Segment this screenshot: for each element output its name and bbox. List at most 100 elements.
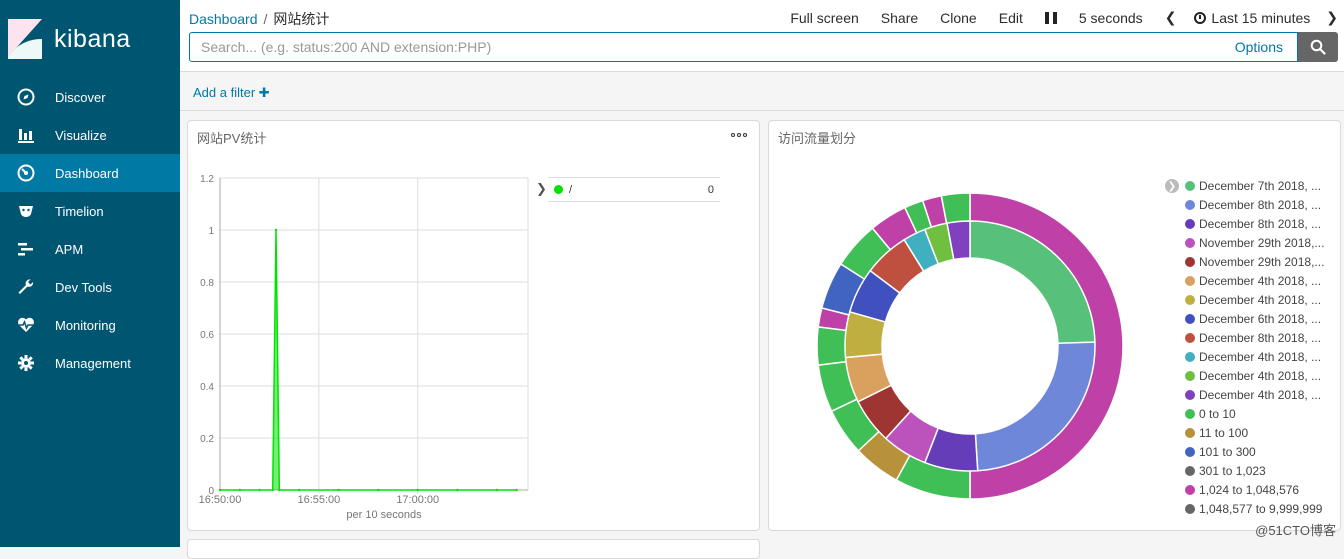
x-tick-label: 17:00:00 — [396, 494, 439, 506]
legend-color-dot — [1185, 371, 1195, 381]
y-tick-label: 0.4 — [200, 382, 214, 393]
series-area — [220, 230, 517, 490]
y-tick-label: 0.6 — [200, 330, 214, 341]
legend-color-dot — [1185, 238, 1195, 248]
data-point — [298, 489, 300, 491]
edit-button[interactable]: Edit — [999, 10, 1023, 26]
panel-traffic: 访问流量划分 ❯ December 7th 2018, ...December … — [768, 120, 1341, 531]
legend-item[interactable]: December 8th 2018, ... — [1185, 328, 1341, 347]
legend-item[interactable]: / 0 — [548, 177, 720, 202]
kibana-logo[interactable]: kibana — [0, 0, 180, 78]
sidebar-item-management[interactable]: Management — [0, 344, 180, 382]
legend-item[interactable]: 11 to 100 — [1185, 423, 1341, 442]
data-point — [239, 489, 241, 491]
chevron-left-icon[interactable]: ❮ — [1165, 9, 1177, 26]
heartbeat-icon — [16, 315, 36, 335]
legend-color-dot — [1185, 295, 1195, 305]
legend-label: 0 to 10 — [1199, 407, 1236, 421]
legend-toggle-icon[interactable]: ❯ — [1165, 179, 1179, 193]
legend-label: December 4th 2018, ... — [1199, 274, 1321, 288]
share-button[interactable]: Share — [881, 10, 918, 26]
legend-color-dot — [1185, 200, 1195, 210]
legend-label: December 4th 2018, ... — [1199, 388, 1321, 402]
timelion-icon — [16, 201, 36, 221]
legend-item[interactable]: 0 to 10 — [1185, 404, 1341, 423]
sidebar-item-timelion[interactable]: Timelion — [0, 192, 180, 230]
options-button[interactable]: Options — [1235, 39, 1283, 55]
data-point — [417, 489, 419, 491]
legend-item[interactable]: December 4th 2018, ... — [1185, 366, 1341, 385]
search-input[interactable] — [190, 39, 1235, 55]
breadcrumb-dashboard-link[interactable]: Dashboard — [189, 11, 258, 27]
data-point — [272, 489, 274, 491]
data-point — [515, 489, 517, 491]
data-point — [456, 489, 458, 491]
y-tick-label: 1.2 — [200, 174, 214, 185]
sidebar-item-label: Management — [55, 356, 131, 371]
legend-item[interactable]: December 8th 2018, ... — [1185, 214, 1341, 233]
legend-item[interactable]: December 8th 2018, ... — [1185, 195, 1341, 214]
legend-item[interactable]: November 29th 2018,... — [1185, 252, 1341, 271]
legend-label: December 8th 2018, ... — [1199, 331, 1321, 345]
plus-icon: ✚ — [259, 85, 270, 100]
watermark: @51CTO博客 — [1255, 520, 1336, 539]
y-tick-label: 0.8 — [200, 278, 214, 289]
sidebar-item-apm[interactable]: APM — [0, 230, 180, 268]
legend-color-dot — [1185, 428, 1195, 438]
search-icon — [1310, 39, 1326, 55]
legend-label: November 29th 2018,... — [1199, 236, 1324, 250]
legend-item[interactable]: December 4th 2018, ... — [1185, 385, 1341, 404]
data-point — [219, 489, 221, 491]
wrench-icon — [16, 277, 36, 297]
legend-item[interactable]: 1,048,577 to 9,999,999 — [1185, 499, 1341, 518]
sidebar-item-label: Dev Tools — [55, 280, 112, 295]
legend-color-dot — [1185, 504, 1195, 514]
data-point — [275, 229, 277, 231]
sidebar-item-visualize[interactable]: Visualize — [0, 116, 180, 154]
chevron-right-icon[interactable]: ❯ — [1326, 9, 1338, 26]
legend-item[interactable]: 301 to 1,023 — [1185, 461, 1341, 480]
legend-item[interactable]: 101 to 300 — [1185, 442, 1341, 461]
apm-icon — [16, 239, 36, 259]
legend-label: December 4th 2018, ... — [1199, 369, 1321, 383]
legend-toggle-icon[interactable]: ❯ — [536, 181, 547, 197]
compass-icon — [16, 87, 36, 107]
legend-item[interactable]: December 4th 2018, ... — [1185, 347, 1341, 366]
sidebar-item-discover[interactable]: Discover — [0, 78, 180, 116]
panel-menu-icon[interactable] — [731, 133, 747, 137]
legend-color-dot — [554, 185, 563, 194]
legend-item[interactable]: December 4th 2018, ... — [1185, 290, 1341, 309]
legend-value: 0 — [708, 184, 714, 196]
legend-color-dot — [1185, 257, 1195, 267]
gear-icon — [16, 353, 36, 373]
y-tick-label: 0.2 — [200, 434, 214, 445]
sidebar-item-label: APM — [55, 242, 83, 257]
legend-color-dot — [1185, 409, 1195, 419]
sidebar-item-label: Monitoring — [55, 318, 116, 333]
legend-color-dot — [1185, 466, 1195, 476]
legend-label: 1,024 to 1,048,576 — [1199, 483, 1299, 497]
pv-legend: ❯ / 0 — [548, 177, 720, 202]
sidebar-item-label: Dashboard — [55, 166, 119, 181]
top-nav: Dashboard/网站统计 Full screen Share Clone E… — [180, 0, 1344, 72]
refresh-interval-button[interactable]: 5 seconds — [1079, 10, 1143, 26]
sidebar-item-label: Visualize — [55, 128, 107, 143]
search-button[interactable] — [1298, 32, 1338, 62]
bar-chart-icon — [16, 125, 36, 145]
sidebar-item-monitoring[interactable]: Monitoring — [0, 306, 180, 344]
full-screen-button[interactable]: Full screen — [790, 10, 858, 26]
clone-button[interactable]: Clone — [940, 10, 977, 26]
legend-item[interactable]: December 6th 2018, ... — [1185, 309, 1341, 328]
sidebar-item-dev-tools[interactable]: Dev Tools — [0, 268, 180, 306]
sidebar-item-label: Discover — [55, 90, 106, 105]
legend-item[interactable]: December 4th 2018, ... — [1185, 271, 1341, 290]
legend-item[interactable]: November 29th 2018,... — [1185, 233, 1341, 252]
y-tick-label: 1 — [208, 226, 214, 237]
time-range-button[interactable]: Last 15 minutes — [1211, 10, 1310, 26]
add-filter-button[interactable]: Add a filter ✚ — [193, 85, 270, 101]
legend-item[interactable]: 1,024 to 1,048,576 — [1185, 480, 1341, 499]
pause-icon[interactable] — [1045, 12, 1057, 24]
breadcrumb: Dashboard/网站统计 — [189, 9, 329, 29]
sidebar-item-dashboard[interactable]: Dashboard — [0, 154, 180, 192]
legend-item[interactable]: December 7th 2018, ... — [1185, 176, 1341, 195]
